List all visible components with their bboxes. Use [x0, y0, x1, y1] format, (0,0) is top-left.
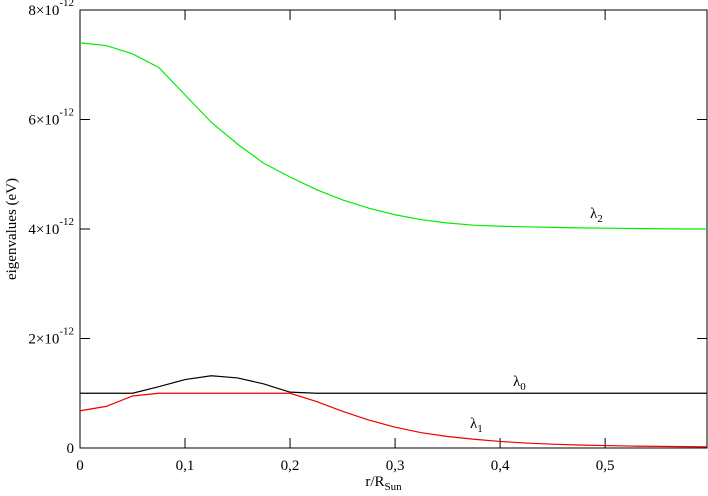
- series-label-index: 1: [477, 423, 483, 435]
- y-axis-label: eigenvalues (eV): [4, 178, 20, 280]
- series-label-name: λ: [513, 374, 521, 390]
- series-label: λ0: [513, 374, 526, 393]
- series-line: [80, 375, 707, 394]
- y-tick-label: 8×10-12: [28, 0, 74, 19]
- y-tick-mantissa: 2×10: [28, 332, 59, 348]
- y-tick-mantissa: 6×10: [28, 113, 59, 129]
- x-tick-label: 0,3: [386, 458, 405, 474]
- series-label-index: 0: [520, 381, 526, 393]
- series-label: λ2: [590, 206, 603, 225]
- x-axis-label-sub: Sun: [385, 481, 403, 493]
- y-tick-mantissa: 8×10: [28, 3, 59, 19]
- x-tick-label: 0,4: [491, 458, 510, 474]
- series-label-name: λ: [590, 206, 598, 222]
- y-tick-exponent: -12: [59, 107, 74, 119]
- y-tick-label: 4×10-12: [28, 216, 74, 238]
- y-tick-label: 0: [67, 441, 75, 457]
- y-tick-label: 6×10-12: [28, 107, 74, 129]
- y-tick-exponent: -12: [59, 0, 74, 9]
- y-tick-exponent: -12: [59, 216, 74, 228]
- y-tick-label: 2×10-12: [28, 326, 74, 348]
- x-tick-label: 0,1: [176, 458, 195, 474]
- series-line: [79, 42, 707, 230]
- series-label-name: λ: [470, 416, 478, 432]
- y-tick-mantissa: 4×10: [28, 222, 59, 238]
- series-label: λ1: [470, 416, 483, 435]
- series-label-index: 2: [597, 213, 603, 225]
- series-line: [79, 392, 708, 448]
- x-axis-label: r/RSun: [365, 474, 402, 493]
- x-tick-label: 0: [76, 458, 84, 474]
- x-tick-label: 0,2: [281, 458, 300, 474]
- x-axis-label-main: r/R: [365, 474, 384, 490]
- y-tick-exponent: -12: [59, 326, 74, 338]
- x-tick-label: 0,5: [596, 458, 615, 474]
